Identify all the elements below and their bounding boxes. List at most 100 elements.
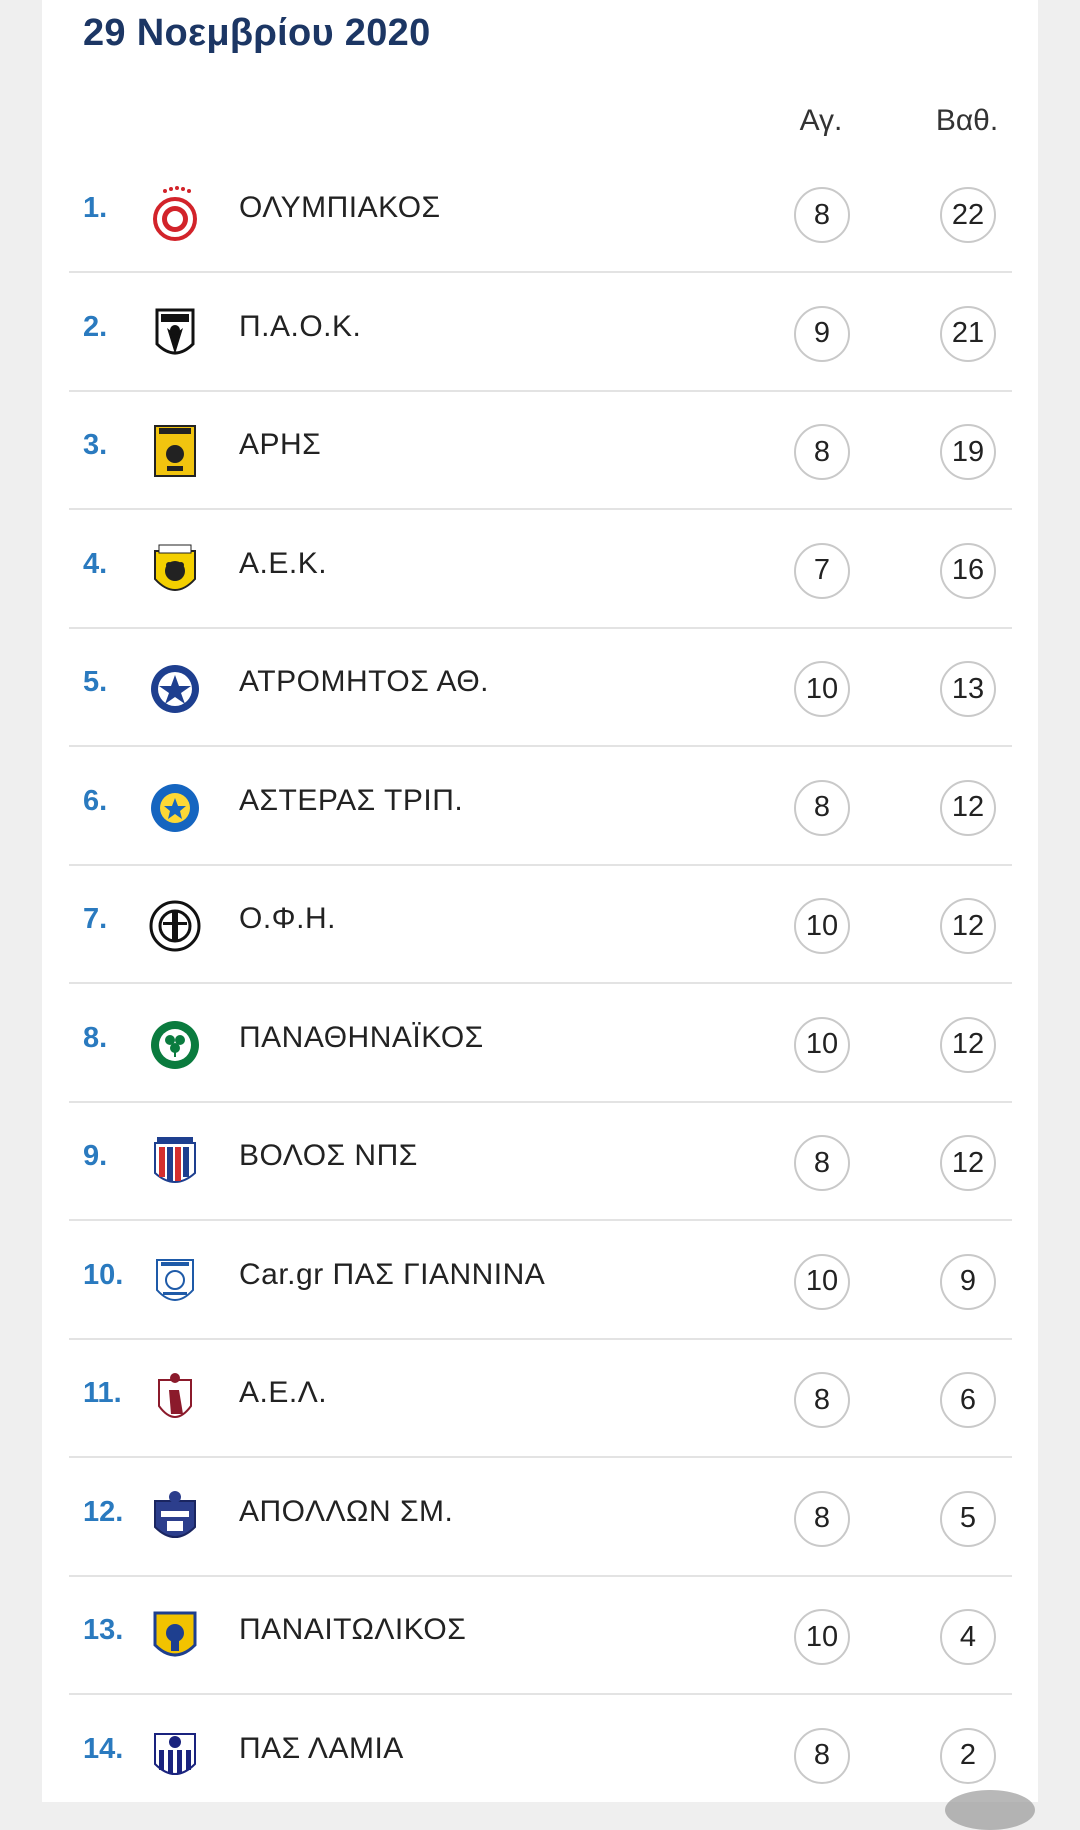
rank-number: 13. xyxy=(83,1614,124,1646)
matches-played-badge: 8 xyxy=(794,1727,850,1784)
aek-logo-icon xyxy=(149,541,201,599)
row-divider xyxy=(69,389,1012,392)
team-name[interactable]: ΑΤΡΟΜΗΤΟΣ ΑΘ. xyxy=(239,665,490,698)
page-title: 29 Νοεμβρίου 2020 xyxy=(83,12,431,54)
table-row[interactable]: 3. ΑΡΗΣ 8 19 xyxy=(69,392,1012,510)
rank-number: 11. xyxy=(83,1377,122,1409)
table-row[interactable]: 5. ΑΤΡΟΜΗΤΟΣ ΑΘ. 10 13 xyxy=(69,629,1012,747)
table-row[interactable]: 1. ΟΛΥΜΠΙΑΚΟΣ 8 22 xyxy=(69,155,1012,273)
rank-number: 14. xyxy=(83,1732,124,1765)
olympiakos-logo-icon xyxy=(149,185,201,243)
row-divider xyxy=(69,863,1012,866)
points-badge: 6 xyxy=(940,1372,996,1428)
points-badge: 12 xyxy=(940,1135,996,1191)
panaitolikos-logo-icon xyxy=(149,1607,201,1665)
matches-played-badge: 8 xyxy=(794,779,850,836)
points-badge: 19 xyxy=(940,424,996,480)
row-divider xyxy=(69,1337,1012,1340)
ael-logo-icon xyxy=(149,1370,201,1428)
pas-giannina-logo-icon xyxy=(149,1252,201,1310)
matches-played-badge: 7 xyxy=(794,542,850,599)
team-name[interactable]: ΑΡΗΣ xyxy=(239,428,322,461)
row-divider xyxy=(69,1693,1012,1695)
team-name[interactable]: ΑΣΤΕΡΑΣ ΤΡΙΠ. xyxy=(239,783,464,817)
matches-played-badge: 10 xyxy=(794,1253,850,1310)
rank-number: 4. xyxy=(83,547,108,580)
team-name[interactable]: ΠΑΝΑΘΗΝΑΪΚΟΣ xyxy=(239,1020,484,1054)
table-row[interactable]: 12. ΑΠΟΛΛΩΝ ΣΜ. 8 5 xyxy=(69,1459,1012,1577)
rank-number: 6. xyxy=(83,784,108,817)
row-divider xyxy=(69,626,1012,629)
rank-number: 1. xyxy=(83,192,108,224)
table-row[interactable]: 11. Α.Ε.Λ. 8 6 xyxy=(69,1340,1012,1458)
rank-number: 3. xyxy=(83,429,108,461)
table-row[interactable]: 7. Ο.Φ.Η. 10 12 xyxy=(69,866,1012,984)
points-badge: 22 xyxy=(940,187,996,243)
team-name[interactable]: ΑΠΟΛΛΩΝ ΣΜ. xyxy=(239,1494,454,1528)
row-divider xyxy=(69,745,1012,747)
rank-number: 2. xyxy=(83,310,108,343)
rank-number: 7. xyxy=(83,903,108,935)
paok-logo-icon xyxy=(149,304,201,362)
rank-number: 12. xyxy=(83,1495,124,1528)
row-divider xyxy=(69,982,1012,984)
team-name[interactable]: Car.gr ΠΑΣ ΓΙΑΝΝΙΝΑ xyxy=(239,1257,546,1291)
team-name[interactable]: Ο.Φ.Η. xyxy=(239,902,336,935)
table-row[interactable]: 4. Α.Ε.Κ. 7 16 xyxy=(69,511,1012,629)
matches-played-badge: 8 xyxy=(794,1372,850,1428)
matches-played-badge: 10 xyxy=(794,661,850,717)
apollon-logo-icon xyxy=(149,1489,201,1547)
table-row[interactable]: 14. ΠΑΣ ΛΑΜΙΑ 8 2 xyxy=(69,1696,1012,1814)
points-badge: 12 xyxy=(940,1016,996,1073)
points-badge: 5 xyxy=(940,1490,996,1547)
points-badge: 16 xyxy=(940,542,996,599)
table-row[interactable]: 13. ΠΑΝΑΙΤΩΛΙΚΟΣ 10 4 xyxy=(69,1577,1012,1695)
scroll-to-top-button[interactable] xyxy=(945,1790,1035,1830)
row-divider xyxy=(69,271,1012,273)
volos-logo-icon xyxy=(149,1133,201,1191)
table-row[interactable]: 2. Π.Α.Ο.Κ. 9 21 xyxy=(69,274,1012,392)
rank-number: 9. xyxy=(83,1140,108,1172)
row-divider xyxy=(69,1456,1012,1458)
matches-played-badge: 8 xyxy=(794,1490,850,1547)
row-divider xyxy=(69,1100,1012,1103)
table-row[interactable]: 10. Car.gr ΠΑΣ ΓΙΑΝΝΙΝΑ 10 9 xyxy=(69,1222,1012,1340)
team-name[interactable]: Π.Α.Ο.Κ. xyxy=(239,309,362,343)
team-name[interactable]: Α.Ε.Λ. xyxy=(239,1376,328,1409)
team-name[interactable]: ΟΛΥΜΠΙΑΚΟΣ xyxy=(239,191,441,224)
points-badge: 12 xyxy=(940,779,996,836)
table-row[interactable]: 6. ΑΣΤΕΡΑΣ ΤΡΙΠ. 8 12 xyxy=(69,748,1012,866)
team-name[interactable]: Α.Ε.Κ. xyxy=(239,546,328,580)
team-name[interactable]: ΠΑΣ ΛΑΜΙΑ xyxy=(239,1731,404,1765)
row-divider xyxy=(69,1574,1012,1577)
column-header-points: Βαθ. xyxy=(935,104,999,137)
standings-card: 29 Νοεμβρίου 2020 Αγ. Βαθ. 1. ΟΛΥΜΠΙΑΚΟΣ 8… xyxy=(42,0,1038,1802)
atromitos-logo-icon xyxy=(149,659,201,717)
rank-number: 10. xyxy=(83,1258,124,1291)
rank-number: 5. xyxy=(83,666,108,698)
points-badge: 13 xyxy=(940,661,996,717)
row-divider xyxy=(69,1219,1012,1221)
matches-played-badge: 10 xyxy=(794,1609,850,1665)
aris-logo-icon xyxy=(149,422,201,480)
matches-played-badge: 8 xyxy=(794,187,850,243)
points-badge: 2 xyxy=(940,1727,996,1784)
asteras-logo-icon xyxy=(149,778,201,836)
matches-played-badge: 8 xyxy=(794,1135,850,1191)
matches-played-badge: 10 xyxy=(794,898,850,954)
rank-number: 8. xyxy=(83,1021,108,1054)
team-name[interactable]: ΒΟΛΟΣ ΝΠΣ xyxy=(239,1139,418,1172)
points-badge: 4 xyxy=(940,1609,996,1665)
points-badge: 12 xyxy=(940,898,996,954)
column-header-played: Αγ. xyxy=(799,104,843,137)
points-badge: 21 xyxy=(940,305,996,362)
matches-played-badge: 9 xyxy=(794,305,850,362)
ofi-logo-icon xyxy=(149,896,201,954)
row-divider xyxy=(69,508,1012,510)
lamia-logo-icon xyxy=(149,1726,201,1784)
team-name[interactable]: ΠΑΝΑΙΤΩΛΙΚΟΣ xyxy=(239,1613,467,1646)
table-row[interactable]: 9. ΒΟΛΟΣ ΝΠΣ 8 12 xyxy=(69,1103,1012,1221)
panathinaikos-logo-icon xyxy=(149,1015,201,1073)
table-row[interactable]: 8. ΠΑΝΑΘΗΝΑΪΚΟΣ 10 12 xyxy=(69,985,1012,1103)
points-badge: 9 xyxy=(940,1253,996,1310)
